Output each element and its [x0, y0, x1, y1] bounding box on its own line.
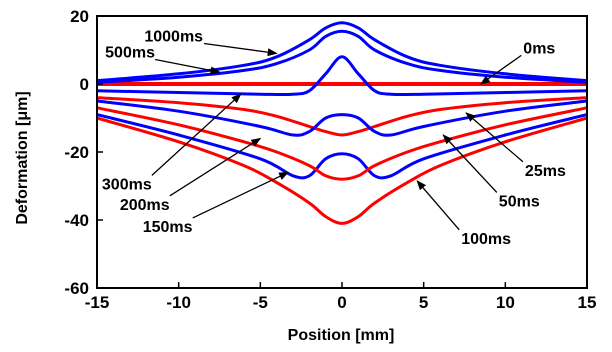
- annotation-label-25ms: 25ms: [525, 163, 566, 180]
- annotation-arrow-0ms: [480, 54, 522, 85]
- series-line-500ms: [96, 29, 588, 84]
- y-tick-label: 20: [70, 7, 89, 26]
- x-tick-label: 10: [496, 293, 515, 312]
- y-tick-label: -60: [64, 279, 89, 298]
- x-axis-title: Position [mm]: [288, 327, 395, 344]
- annotation-label-300ms: 300ms: [102, 176, 152, 193]
- x-tick-label: -10: [166, 293, 191, 312]
- annotation-label-100ms: 100ms: [461, 231, 511, 248]
- x-tick-label: 0: [337, 293, 346, 312]
- annotation-label-1000ms: 1000ms: [144, 29, 203, 46]
- y-axis-title: Deformation [μm]: [14, 91, 31, 224]
- x-tick-label: -15: [85, 293, 110, 312]
- x-tick-label: 15: [578, 293, 597, 312]
- annotation-label-500ms: 500ms: [105, 44, 155, 61]
- annotation-label-150ms: 150ms: [143, 219, 193, 236]
- series-line-150ms: [96, 113, 588, 180]
- series-line-200ms: [96, 106, 588, 181]
- y-tick-label: -40: [64, 211, 89, 230]
- annotation-label-50ms: 50ms: [499, 193, 540, 210]
- annotation-arrow-1000ms: [203, 42, 278, 57]
- y-tick-label: -20: [64, 143, 89, 162]
- annotation-arrow-50ms: [442, 134, 498, 193]
- series-line-1000ms: [96, 21, 588, 83]
- y-tick-label: 0: [80, 75, 89, 94]
- annotation-label-200ms: 200ms: [120, 197, 170, 214]
- tick-layer: -15 -10 -5 0 5 10 15 -60 -40 -20 0 20: [64, 7, 596, 312]
- annotation-arrow-25ms: [465, 112, 524, 163]
- annotation-label-0ms: 0ms: [523, 40, 555, 57]
- annotation-arrow-500ms: [155, 58, 221, 75]
- series-line-300ms: [96, 55, 588, 97]
- annotation-arrow-200ms: [169, 137, 262, 197]
- annotation-arrow-100ms: [416, 180, 460, 231]
- series-line-50ms: [96, 99, 588, 137]
- x-tick-label: -5: [253, 293, 268, 312]
- series-layer: [96, 21, 588, 225]
- x-tick-label: 5: [419, 293, 428, 312]
- series-line-25ms: [96, 96, 588, 137]
- annotation-arrow-150ms: [192, 171, 290, 219]
- annotation-arrow-300ms: [151, 93, 242, 176]
- series-line-100ms: [96, 116, 588, 225]
